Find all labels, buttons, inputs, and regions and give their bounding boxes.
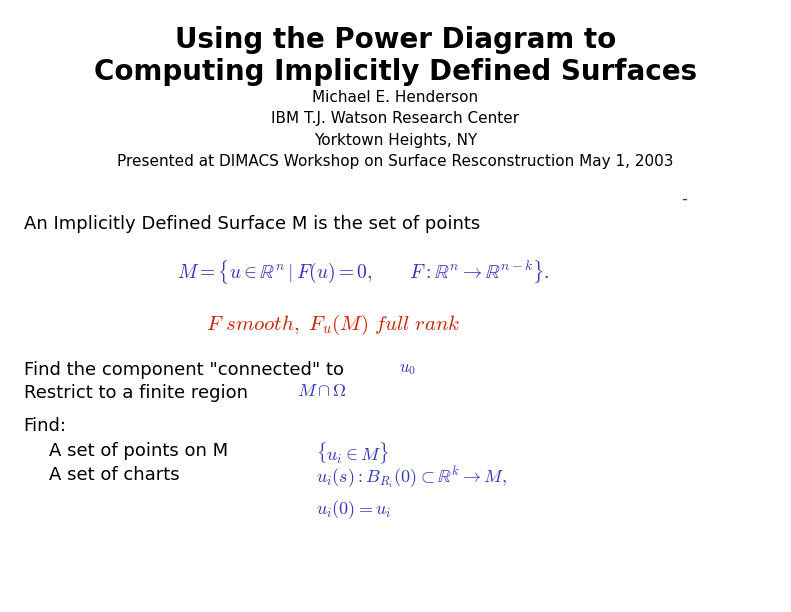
Text: -: - — [681, 190, 687, 208]
Text: Find the component "connected" to: Find the component "connected" to — [24, 361, 355, 379]
Text: Yorktown Heights, NY: Yorktown Heights, NY — [314, 133, 477, 148]
Text: A set of points on M: A set of points on M — [49, 442, 228, 460]
Text: Computing Implicitly Defined Surfaces: Computing Implicitly Defined Surfaces — [94, 58, 697, 86]
Text: $u_0$: $u_0$ — [399, 359, 416, 377]
Text: $u_i(0) = u_i$: $u_i(0) = u_i$ — [316, 499, 392, 521]
Text: Find:: Find: — [24, 417, 66, 435]
Text: $u_i(s) : B_{R_i}(0) \subset \mathbb{R}^k \to M,$: $u_i(s) : B_{R_i}(0) \subset \mathbb{R}^… — [316, 465, 508, 491]
Text: Presented at DIMACS Workshop on Surface Resconstruction May 1, 2003: Presented at DIMACS Workshop on Surface … — [117, 154, 674, 170]
Text: IBM T.J. Watson Research Center: IBM T.J. Watson Research Center — [271, 111, 520, 127]
Text: $M \cap \Omega$: $M \cap \Omega$ — [297, 382, 346, 400]
Text: $F\ \mathit{smooth},\ F_u(M)\ \mathit{full\ rank}$: $F\ \mathit{smooth},\ F_u(M)\ \mathit{fu… — [206, 313, 460, 337]
Text: Restrict to a finite region: Restrict to a finite region — [24, 384, 259, 402]
Text: An Implicitly Defined Surface M is the set of points: An Implicitly Defined Surface M is the s… — [24, 215, 480, 233]
Text: $\{u_i \in M\}$: $\{u_i \in M\}$ — [316, 441, 389, 466]
Text: Michael E. Henderson: Michael E. Henderson — [312, 90, 479, 105]
Text: Using the Power Diagram to: Using the Power Diagram to — [175, 26, 616, 54]
Text: A set of charts: A set of charts — [49, 466, 180, 484]
Text: $M = \left\{u \in \mathbb{R}^n\,|\, F(u) = 0, \qquad F: \mathbb{R}^n \to \mathbb: $M = \left\{u \in \mathbb{R}^n\,|\, F(u)… — [177, 258, 551, 286]
